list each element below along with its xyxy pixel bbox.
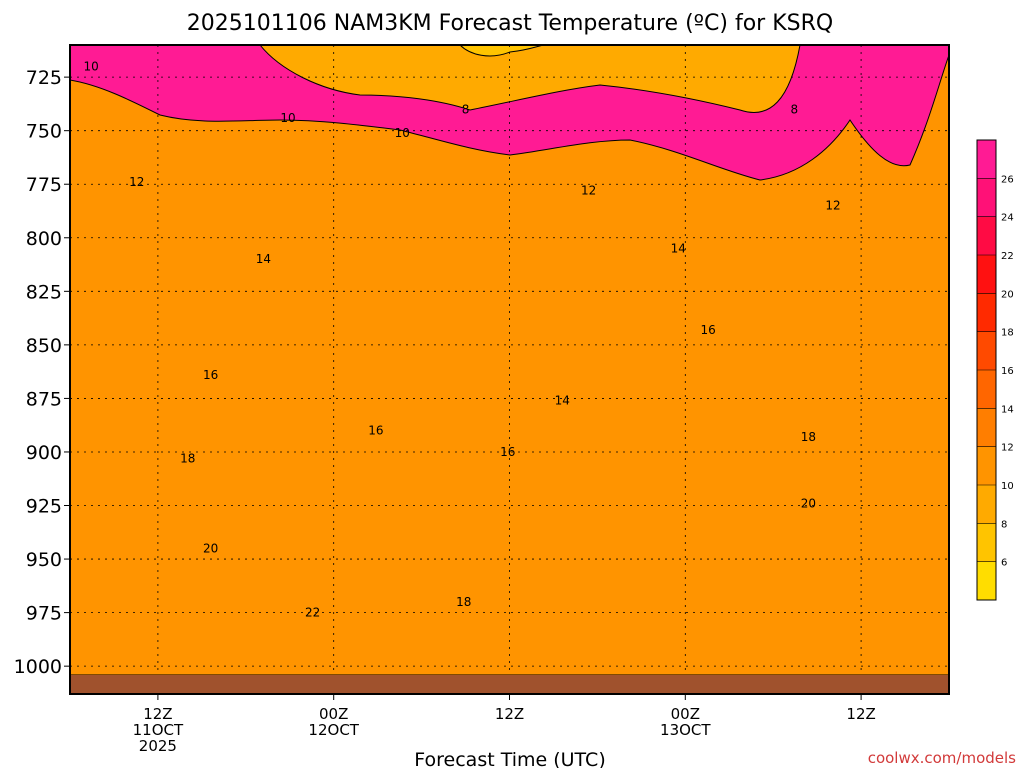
contour-label: 8 — [790, 102, 798, 116]
y-tick-label: 1000 — [14, 656, 62, 678]
x-tick-label: 2025 — [139, 737, 177, 755]
colorbar-swatch — [977, 178, 996, 217]
contour-label: 10 — [83, 59, 98, 73]
colorbar-swatch — [977, 408, 996, 447]
colorbar-tick-label: 24 — [1001, 213, 1014, 224]
contour-label: 16 — [500, 445, 515, 459]
contour-label: 12 — [129, 175, 144, 189]
contour-label: 14 — [555, 394, 570, 408]
contour-label: 12 — [581, 184, 596, 198]
y-tick-label: 900 — [26, 442, 62, 464]
y-tick-label: 750 — [26, 121, 62, 143]
contour-label: 18 — [801, 430, 816, 444]
plot-area: 10 10 10 8 8 12 12 12 14 14 14 16 16 16 16 18 18 18 20 20 22 — [70, 45, 949, 694]
x-tick-label: 12Z — [495, 705, 524, 723]
colorbar-tick-label: 10 — [1001, 481, 1014, 492]
ground-surface — [70, 675, 949, 694]
y-tick-label: 950 — [26, 549, 62, 571]
colorbar-tick-label: 12 — [1001, 443, 1014, 454]
contour-label: 12 — [825, 199, 840, 213]
contour-label: 18 — [456, 595, 471, 609]
x-tick-label: 00Z — [319, 705, 348, 723]
y-tick-label: 725 — [26, 67, 62, 89]
contour-label: 16 — [701, 323, 716, 337]
x-tick-label: 13OCT — [660, 721, 711, 739]
contour-label: 20 — [801, 496, 816, 510]
colorbar-swatch — [977, 446, 996, 485]
contour-label: 22 — [305, 606, 320, 620]
temperature-band-7 — [70, 54, 949, 676]
x-tick-label: 12Z — [143, 705, 172, 723]
contour-label: 20 — [203, 541, 218, 555]
contour-label: 10 — [280, 111, 295, 125]
contour-label: 14 — [671, 241, 686, 255]
chart-title: 2025101106 NAM3KM Forecast Temperature (… — [187, 11, 833, 36]
colorbar-tick-label: 14 — [1001, 404, 1014, 415]
x-tick-label: 12Z — [846, 705, 875, 723]
colorbar-tick-label: 8 — [1001, 519, 1007, 530]
y-tick-label: 875 — [26, 388, 62, 410]
colorbar-swatch — [977, 485, 996, 524]
grid-lines — [70, 45, 949, 694]
colorbar-swatch — [977, 140, 996, 179]
x-tick-label: 12OCT — [308, 721, 359, 739]
colorbar-tick-label: 6 — [1001, 558, 1007, 569]
colorbar-swatch — [977, 331, 996, 370]
y-tick-label: 850 — [26, 335, 62, 357]
y-tick-label: 800 — [26, 228, 62, 250]
colorbar-swatch — [977, 370, 996, 409]
x-tick-label: 00Z — [671, 705, 700, 723]
contour-label: 10 — [395, 126, 410, 140]
colorbar-swatch — [977, 255, 996, 294]
colorbar-swatch — [977, 523, 996, 562]
y-tick-label: 975 — [26, 603, 62, 625]
colorbar-tick-label: 26 — [1001, 174, 1014, 185]
colorbar-tick-label: 18 — [1001, 328, 1014, 339]
contour-label: 16 — [203, 368, 218, 382]
y-tick-label: 825 — [26, 281, 62, 303]
credit-text: coolwx.com/models — [868, 749, 1016, 767]
temperature-band-8 — [259, 45, 801, 113]
colorbar-tick-label: 16 — [1001, 366, 1014, 377]
colorbar-swatch — [977, 561, 996, 600]
colorbar-tick-label: 22 — [1001, 251, 1014, 262]
colorbar-swatch — [977, 293, 996, 332]
colorbar-swatch — [977, 216, 996, 255]
contour-label: 18 — [180, 451, 195, 465]
contour-label: 8 — [462, 102, 470, 116]
contour-label: 16 — [368, 424, 383, 438]
colorbar-tick-label: 20 — [1001, 289, 1014, 300]
x-axis-label: Forecast Time (UTC) — [414, 749, 605, 768]
contour-label: 14 — [256, 252, 271, 266]
y-tick-label: 775 — [26, 174, 62, 196]
y-tick-label: 925 — [26, 496, 62, 518]
x-tick-label: 11OCT — [133, 721, 184, 739]
